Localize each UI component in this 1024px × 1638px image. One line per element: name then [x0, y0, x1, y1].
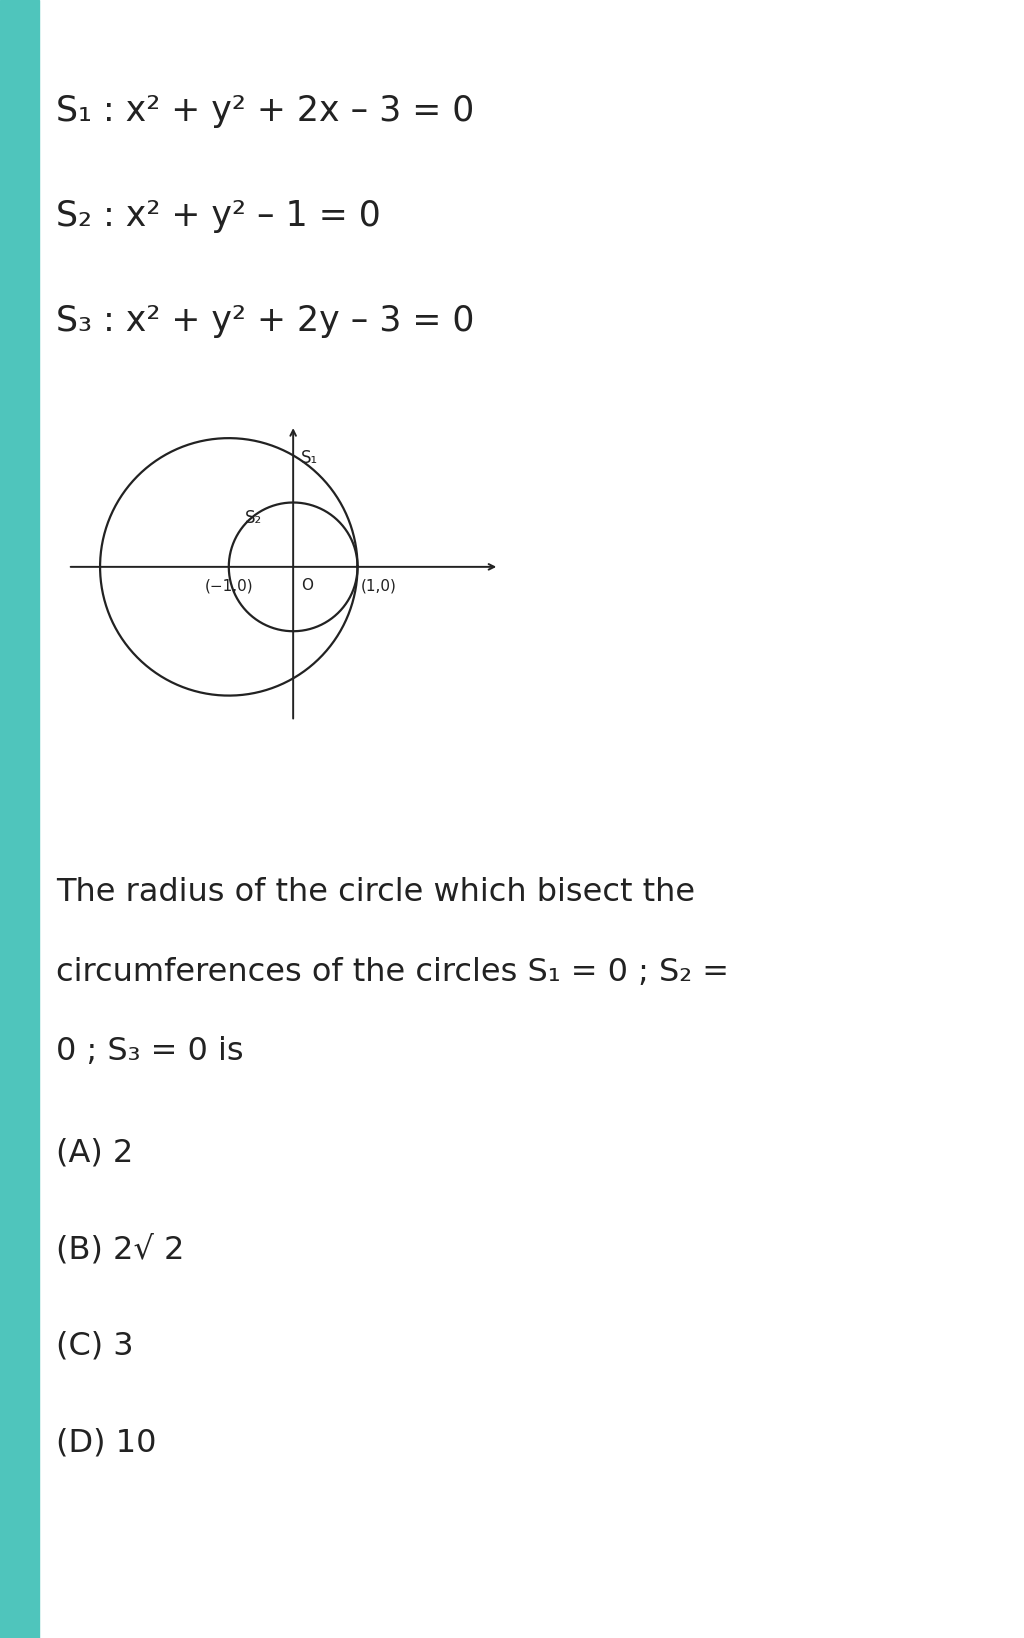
Text: S₃ : x² + y² + 2y – 3 = 0: S₃ : x² + y² + 2y – 3 = 0: [56, 305, 475, 337]
Text: (1,0): (1,0): [360, 578, 396, 593]
Text: (B) 2√ 2: (B) 2√ 2: [56, 1235, 184, 1265]
Text: (−1,0): (−1,0): [205, 578, 253, 593]
Text: 0 ; S₃ = 0 is: 0 ; S₃ = 0 is: [56, 1037, 244, 1066]
Text: S₂: S₂: [245, 509, 262, 527]
Text: (C) 3: (C) 3: [56, 1332, 134, 1361]
Bar: [0, 0, 39, 1638]
Text: circumferences of the circles S₁ = 0 ; S₂ =: circumferences of the circles S₁ = 0 ; S…: [56, 958, 729, 988]
Text: S₁: S₁: [301, 449, 318, 467]
Text: O: O: [301, 578, 313, 593]
Text: S₁ : x² + y² + 2x – 3 = 0: S₁ : x² + y² + 2x – 3 = 0: [56, 95, 474, 128]
Text: The radius of the circle which bisect the: The radius of the circle which bisect th…: [56, 878, 695, 907]
Text: S₂ : x² + y² – 1 = 0: S₂ : x² + y² – 1 = 0: [56, 200, 381, 233]
Text: (D) 10: (D) 10: [56, 1428, 157, 1458]
Text: (A) 2: (A) 2: [56, 1138, 134, 1168]
